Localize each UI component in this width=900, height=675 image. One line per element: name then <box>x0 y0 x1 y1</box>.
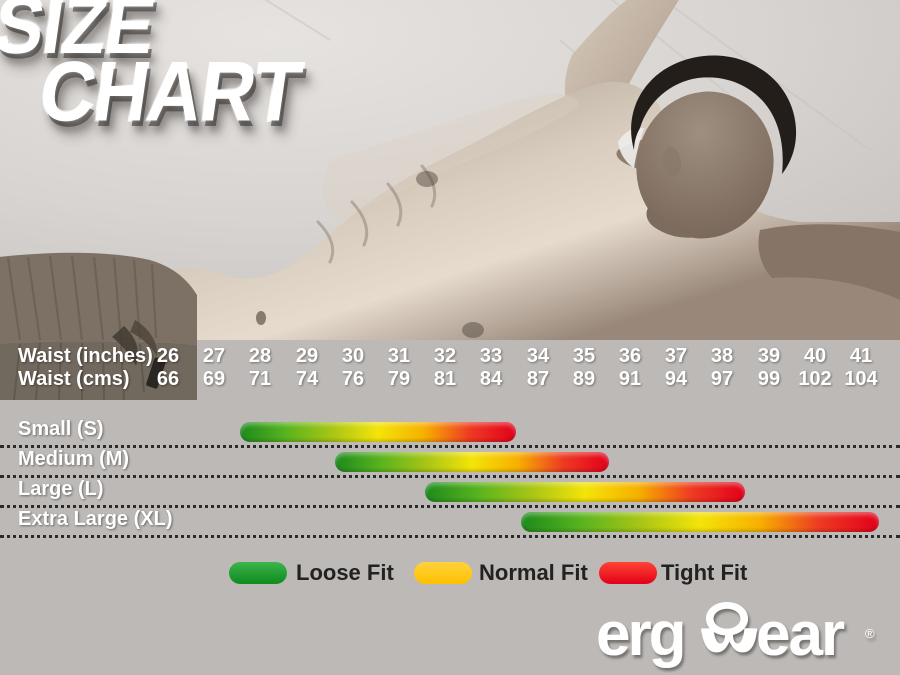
svg-text:ear: ear <box>756 600 845 669</box>
svg-text:®: ® <box>865 626 875 641</box>
svg-text:erg: erg <box>596 600 683 669</box>
